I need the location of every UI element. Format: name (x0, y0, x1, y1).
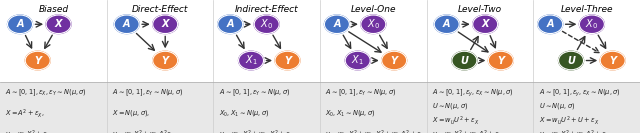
Text: $y = w_X X^2 + \epsilon_y$: $y = w_X X^2 + \epsilon_y$ (5, 128, 51, 133)
Circle shape (381, 51, 406, 70)
Circle shape (559, 51, 584, 70)
Circle shape (25, 51, 50, 70)
Text: Level-Three: Level-Three (561, 5, 613, 14)
Circle shape (153, 51, 178, 70)
Circle shape (600, 51, 625, 70)
Text: $X_1$: $X_1$ (244, 54, 257, 67)
Text: $X_0$: $X_0$ (260, 17, 273, 31)
Circle shape (153, 15, 178, 34)
Text: Biased: Biased (38, 5, 68, 14)
Text: Y: Y (497, 55, 504, 66)
Circle shape (324, 15, 349, 34)
Text: A: A (16, 19, 24, 29)
Text: Y: Y (390, 55, 397, 66)
Circle shape (114, 15, 139, 34)
Text: X: X (481, 19, 489, 29)
Text: $X = w_U U^2 + U + \epsilon_X$: $X = w_U U^2 + U + \epsilon_X$ (539, 115, 599, 127)
Text: A: A (443, 19, 451, 29)
Circle shape (345, 51, 370, 70)
Text: $A \sim [0,1], \epsilon_Y \sim N(\mu,\sigma)$: $A \sim [0,1], \epsilon_Y \sim N(\mu,\si… (112, 88, 184, 98)
Circle shape (275, 51, 300, 70)
Circle shape (254, 15, 279, 34)
Circle shape (239, 51, 264, 70)
Circle shape (8, 15, 33, 34)
Circle shape (361, 15, 386, 34)
Text: $X_0$: $X_0$ (367, 17, 380, 31)
Text: $X = N(\mu,\sigma),$: $X = N(\mu,\sigma),$ (112, 108, 150, 118)
Text: $y = w_{X_0}X_0^2 + w_{X_1}X_1^2 + w_A A^2 + \epsilon_y$: $y = w_{X_0}X_0^2 + w_{X_1}X_1^2 + w_A A… (325, 128, 426, 133)
Text: Y: Y (162, 55, 169, 66)
Text: Level-Two: Level-Two (458, 5, 502, 14)
Circle shape (538, 15, 563, 34)
Text: U: U (567, 55, 575, 66)
Text: Indirect-Effect: Indirect-Effect (235, 5, 298, 14)
Text: $y = w_{X_1}X_0^2 + w_{X_1}X_1^2 + \epsilon_y$: $y = w_{X_1}X_0^2 + w_{X_1}X_1^2 + \epsi… (219, 128, 294, 133)
Text: U: U (460, 55, 468, 66)
Text: $X_0, X_1 \sim N(\mu,\sigma)$: $X_0, X_1 \sim N(\mu,\sigma)$ (219, 108, 269, 118)
Circle shape (488, 51, 513, 70)
Text: A: A (333, 19, 340, 29)
Text: $X = A^2 + \epsilon_X,$: $X = A^2 + \epsilon_X,$ (5, 108, 45, 120)
Text: $X = w_U U^2 + \epsilon_X$: $X = w_U U^2 + \epsilon_X$ (432, 115, 479, 127)
Text: $X_0, X_1 \sim N(\mu,\sigma)$: $X_0, X_1 \sim N(\mu,\sigma)$ (325, 108, 376, 118)
Text: A: A (547, 19, 554, 29)
Text: $U \sim N(\mu,\sigma)$: $U \sim N(\mu,\sigma)$ (432, 101, 468, 111)
Circle shape (46, 15, 71, 34)
Circle shape (473, 15, 498, 34)
Text: Level-One: Level-One (351, 5, 396, 14)
Text: $A \sim [0,1], \epsilon_X, \epsilon_Y \sim N(\mu,\sigma)$: $A \sim [0,1], \epsilon_X, \epsilon_Y \s… (5, 88, 87, 98)
Circle shape (218, 15, 243, 34)
Text: Direct-Effect: Direct-Effect (132, 5, 188, 14)
Text: X: X (55, 19, 62, 29)
Text: $A \sim [0,1], \epsilon_Y \sim N(\mu,\sigma)$: $A \sim [0,1], \epsilon_Y \sim N(\mu,\si… (219, 88, 291, 98)
Text: $A \sim [0,1], \epsilon_y, \epsilon_X \sim N(\mu,\sigma)$: $A \sim [0,1], \epsilon_y, \epsilon_X \s… (432, 88, 514, 99)
Circle shape (434, 15, 459, 34)
Text: $A \sim [0,1], \epsilon_y, \epsilon_X \sim N(\mu,\sigma)$: $A \sim [0,1], \epsilon_y, \epsilon_X \s… (539, 88, 621, 99)
Text: X: X (161, 19, 169, 29)
Text: $A \sim [0,1], \epsilon_Y \sim N(\mu,\sigma)$: $A \sim [0,1], \epsilon_Y \sim N(\mu,\si… (325, 88, 397, 98)
Circle shape (452, 51, 477, 70)
Circle shape (579, 15, 604, 34)
Text: $y = w_X X^2 + w_A A^2 + \epsilon_y$: $y = w_X X^2 + w_A A^2 + \epsilon_y$ (432, 128, 503, 133)
Text: Y: Y (34, 55, 41, 66)
Text: $y = w_X X^2 + w_A A^2 + \epsilon_y$: $y = w_X X^2 + w_A A^2 + \epsilon_y$ (539, 128, 609, 133)
Text: $U \sim N(\mu,\sigma)$: $U \sim N(\mu,\sigma)$ (539, 101, 575, 111)
Text: $y = w_X X^2 + w_A A^2 \epsilon_y$: $y = w_X X^2 + w_A A^2 \epsilon_y$ (112, 128, 175, 133)
Text: A: A (123, 19, 131, 29)
Text: Y: Y (609, 55, 616, 66)
Text: Y: Y (284, 55, 291, 66)
Text: $X_1$: $X_1$ (351, 54, 364, 67)
Text: A: A (227, 19, 234, 29)
Text: $X_0$: $X_0$ (586, 17, 598, 31)
